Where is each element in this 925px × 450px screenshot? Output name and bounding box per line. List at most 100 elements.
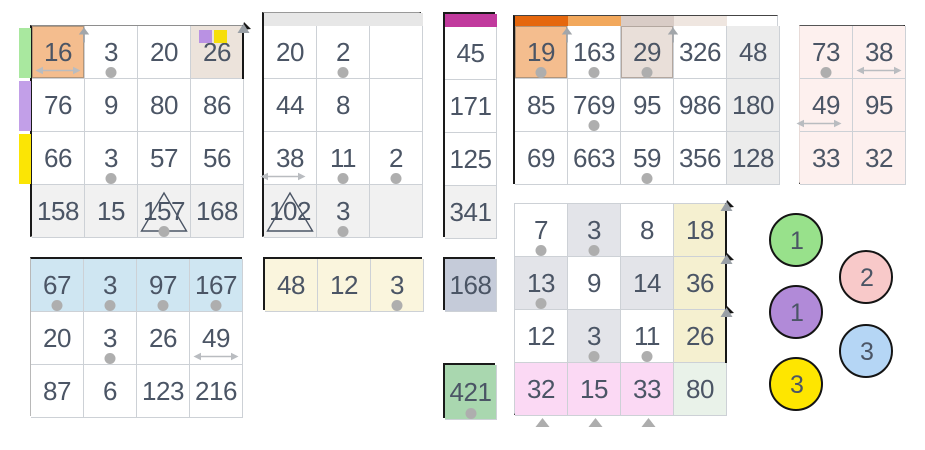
grid-gray-header-cell-r1c1[interactable]: 20 xyxy=(264,26,317,79)
grid-gray-header-cell-r4c1[interactable]: 102 xyxy=(264,185,317,238)
grid-top-left-cell-r1c2[interactable]: 3 xyxy=(85,26,138,79)
grid-blue-row-cell-r2c4[interactable]: 49 xyxy=(190,312,243,365)
grid-checkerboard-cell-r1c1[interactable]: 7 xyxy=(515,204,568,257)
grid-orange-headers-cell-r1c2[interactable]: 163 xyxy=(568,26,621,79)
grid-top-left-cell-r1c1[interactable]: 16 xyxy=(32,26,90,79)
grid-pink-cell-r3c2[interactable]: 32 xyxy=(853,132,906,185)
grid-orange-headers-cell-r2c3[interactable]: 95 xyxy=(621,79,674,132)
grid-orange-headers-cell-r2c2[interactable]: 769 xyxy=(568,79,621,132)
grid-top-left-cell-r4c2[interactable]: 15 xyxy=(85,185,138,238)
column-magenta-header-cell-r4c1[interactable]: 341 xyxy=(445,186,497,239)
grid-pink-cell-r1c1[interactable]: 73 xyxy=(800,26,853,79)
grid-checkerboard-cell-r4c3[interactable]: 33 xyxy=(621,363,674,416)
grid-checkerboard-cell-r3c1[interactable]: 12 xyxy=(515,310,568,363)
grid-gray-header-cell-r4c2[interactable]: 3 xyxy=(317,185,370,238)
grid-top-left-cell-r4c3[interactable]: 157 xyxy=(138,185,191,238)
badge-green-1[interactable]: 1 xyxy=(769,213,823,267)
grid-orange-headers-cell-r3c1[interactable]: 69 xyxy=(515,132,568,185)
grid-gray-header-cell-r2c1[interactable]: 44 xyxy=(264,79,317,132)
grid-checkerboard-cell-r4c2[interactable]: 15 xyxy=(568,363,621,416)
row-cream-cell-r1c2[interactable]: 12 xyxy=(318,259,371,312)
grid-checkerboard-cell-r3c4[interactable]: 26 xyxy=(674,306,734,363)
badge-yellow-3[interactable]: 3 xyxy=(769,357,823,411)
grid-orange-headers-cell-r3c5[interactable]: 128 xyxy=(727,132,780,185)
cell-green-cell-r1c1[interactable]: 421 xyxy=(445,365,497,420)
cell-value: 69 xyxy=(527,143,555,173)
grid-gray-header-cell-r3c1[interactable]: 38 xyxy=(260,132,317,185)
grid-blue-row-cell-r1c4[interactable]: 167 xyxy=(190,259,243,312)
grid-top-left-cell-r2c1[interactable]: 76 xyxy=(32,79,85,132)
grid-blue-row-cell-r3c1[interactable]: 87 xyxy=(31,365,84,418)
grid-gray-header-cell-r2c3[interactable] xyxy=(370,79,423,132)
grid-orange-headers-cell-r1c4[interactable]: 326 xyxy=(674,26,727,79)
column-magenta-header-cell-r1c1[interactable]: 45 xyxy=(445,27,497,80)
grid-top-left-cell-r3c2[interactable]: 3 xyxy=(85,132,138,185)
dot-marker xyxy=(535,67,547,78)
grid-blue-row-cell-r1c2[interactable]: 3 xyxy=(84,259,137,312)
grid-checkerboard-cell-r1c3[interactable]: 8 xyxy=(621,204,674,257)
grid-top-left-cell-r2c4[interactable]: 86 xyxy=(191,79,244,132)
cell-value: 9 xyxy=(104,90,118,120)
grid-pink-cell-r3c1[interactable]: 33 xyxy=(800,132,853,185)
edge-line xyxy=(725,203,727,257)
grid-gray-header-cell-r3c3[interactable]: 2 xyxy=(370,132,423,185)
badge-purple-1[interactable]: 1 xyxy=(769,285,823,339)
badge-blue-3[interactable]: 3 xyxy=(839,324,893,378)
grid-orange-headers-cell-r3c3[interactable]: 59 xyxy=(621,132,674,185)
grid-orange-headers-cell-r2c4[interactable]: 986 xyxy=(674,79,727,132)
grid-orange-headers-cell-r1c3[interactable]: 29 xyxy=(621,26,679,79)
grid-checkerboard-cell-r2c1[interactable]: 13 xyxy=(515,257,568,310)
grid-top-left-cell-r2c2[interactable]: 9 xyxy=(85,79,138,132)
grid-top-left-cell-r1c4[interactable]: 26 xyxy=(191,22,251,79)
grid-gray-header-cell-r4c3[interactable] xyxy=(370,185,423,238)
grid-checkerboard-cell-r2c4[interactable]: 36 xyxy=(674,253,734,310)
grid-checkerboard-cell-r4c1[interactable]: 32 xyxy=(515,363,568,416)
grid-top-left-cell-r3c4[interactable]: 56 xyxy=(191,132,244,185)
grid-top-left-cell-r3c3[interactable]: 57 xyxy=(138,132,191,185)
grid-orange-headers-cell-r2c1[interactable]: 85 xyxy=(515,79,568,132)
grid-gray-header-cell-r3c2[interactable]: 11 xyxy=(317,132,370,185)
grid-checkerboard-cell-r4c4[interactable]: 80 xyxy=(674,363,727,416)
grid-orange-headers-cell-r3c4[interactable]: 356 xyxy=(674,132,727,185)
grid-pink-cell-r1c2[interactable]: 38 xyxy=(853,26,906,79)
grid-checkerboard-cell-r2c2[interactable]: 9 xyxy=(568,257,621,310)
grid-blue-row-cell-r3c3[interactable]: 123 xyxy=(137,365,190,418)
grid-top-left-cell-r2c3[interactable]: 80 xyxy=(138,79,191,132)
cell-value: 33 xyxy=(812,143,840,173)
grid-orange-headers-cell-r3c2[interactable]: 663 xyxy=(568,132,621,185)
grid-pink-cell-r2c1[interactable]: 49 xyxy=(796,79,853,132)
grid-blue-row-cell-r3c2[interactable]: 6 xyxy=(84,365,137,418)
row-cream-cell-r1c1[interactable]: 48 xyxy=(265,259,318,312)
grid-blue-row-cell-r1c1[interactable]: 67 xyxy=(31,259,84,312)
badge-label: 1 xyxy=(790,226,804,255)
badge-pink-2[interactable]: 2 xyxy=(839,250,893,304)
grid-gray-header-cell-r1c3[interactable] xyxy=(370,26,423,79)
cell-slate-cell-r1c1[interactable]: 168 xyxy=(445,259,497,312)
grid-checkerboard-cell-r2c3[interactable]: 14 xyxy=(621,257,674,310)
grid-top-left-cell-r4c4[interactable]: 168 xyxy=(191,185,244,238)
badge-label: 2 xyxy=(860,263,874,292)
grid-orange-headers-cell-r1c1[interactable]: 19 xyxy=(515,26,573,79)
grid-top-left-cell-r1c3[interactable]: 20 xyxy=(138,26,191,79)
grid-top-left-cell-r3c1[interactable]: 66 xyxy=(32,132,85,185)
grid-gray-header-cell-r2c2[interactable]: 8 xyxy=(317,79,370,132)
grid-blue-row-cell-r2c2[interactable]: 3 xyxy=(84,312,137,365)
grid-checkerboard-cell-r1c4[interactable]: 18 xyxy=(674,200,734,257)
grid-checkerboard-cell-r1c2[interactable]: 3 xyxy=(568,204,621,257)
grid-orange-headers-cell-r2c5[interactable]: 180 xyxy=(727,79,780,132)
dot-marker xyxy=(104,353,116,364)
grid-checkerboard-cell-r3c2[interactable]: 3 xyxy=(568,310,621,363)
grid-blue-row-cell-r1c3[interactable]: 97 xyxy=(137,259,190,312)
grid-top-left-cell-r4c1[interactable]: 158 xyxy=(32,185,85,238)
grid-checkerboard-cell-r3c3[interactable]: 11 xyxy=(621,310,674,363)
grid-blue-row-cell-r2c1[interactable]: 20 xyxy=(31,312,84,365)
row-cream-cell-r1c3[interactable]: 3 xyxy=(371,259,424,312)
column-magenta-header-cell-r2c1[interactable]: 171 xyxy=(445,80,497,133)
grid-gray-header-cell-r1c2[interactable]: 2 xyxy=(317,26,370,79)
grid-blue-row-cell-r2c3[interactable]: 26 xyxy=(137,312,190,365)
grid-blue-row-cell-r3c4[interactable]: 216 xyxy=(190,365,243,418)
grid-orange-headers-cell-r1c5[interactable]: 48 xyxy=(727,26,780,79)
column-magenta-header-cell-r3c1[interactable]: 125 xyxy=(445,133,497,186)
grid-pink-cell-r2c2[interactable]: 95 xyxy=(853,79,906,132)
resize-horizontal-icon xyxy=(796,118,842,129)
